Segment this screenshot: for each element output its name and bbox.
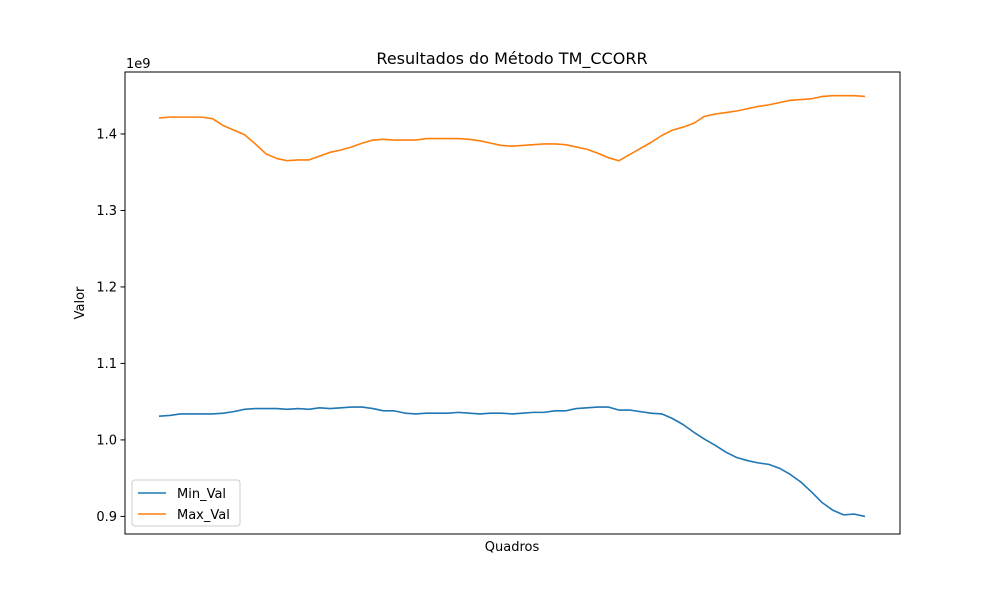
y-tick-label: 0.9 <box>96 510 117 525</box>
y-axis-ticks: 0.9 1.0 1.1 1.2 1.3 1.4 <box>96 127 125 525</box>
x-axis-label: Quadros <box>485 540 540 555</box>
y-tick-label: 1.0 <box>96 433 117 448</box>
series-line-max-val <box>158 94 866 162</box>
y-axis-label: Valor <box>73 286 88 319</box>
chart-title: Resultados do Método TM_CCORR <box>376 49 647 69</box>
plot-frame <box>124 71 901 535</box>
legend: Min_Val Max_Val <box>131 479 241 527</box>
y-tick-label: 1.1 <box>96 357 117 372</box>
legend-label: Max_Val <box>177 508 230 523</box>
y-tick-label: 1.2 <box>96 280 117 295</box>
plot-lines <box>158 94 866 518</box>
y-offset-label: 1e9 <box>126 57 151 72</box>
y-tick-label: 1.4 <box>96 127 117 142</box>
series-line-min-val <box>158 406 866 518</box>
legend-label: Min_Val <box>177 487 226 502</box>
y-tick-label: 1.3 <box>96 204 117 219</box>
